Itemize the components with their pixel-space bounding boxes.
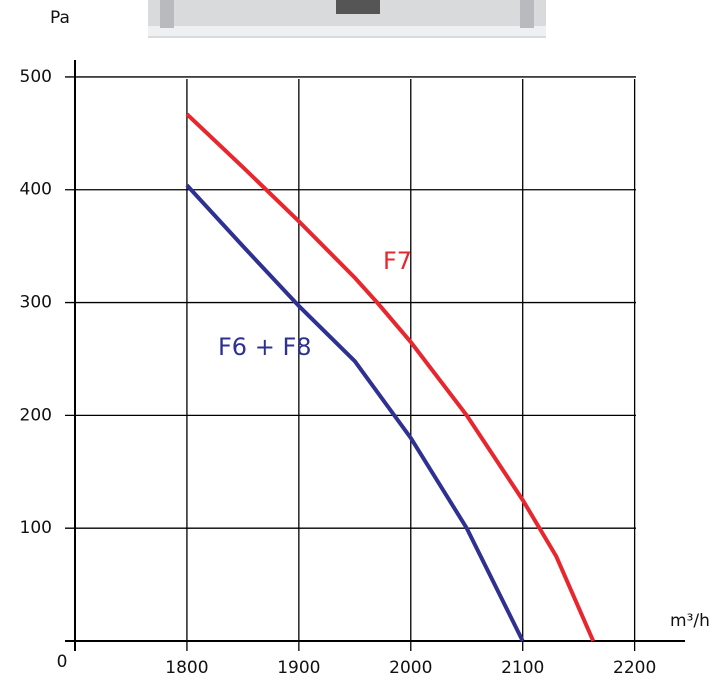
y-tick-label: 200 — [20, 405, 52, 425]
x-tick-label: 1900 — [277, 658, 320, 678]
y-tick-label: 100 — [20, 518, 52, 538]
origin-label: 0 — [57, 652, 68, 672]
x-axis-label: m³/h — [670, 611, 710, 631]
line — [185, 183, 525, 642]
series-label: F7 — [383, 247, 412, 275]
y-tick-label: 400 — [20, 180, 52, 200]
y-tick-label: 300 — [20, 293, 52, 313]
series-label: F6 + F8 — [218, 333, 312, 361]
photo-fragment — [148, 0, 546, 38]
y-axis-label: Pa — [50, 8, 70, 28]
line — [185, 112, 596, 642]
x-tick-label: 2100 — [501, 658, 544, 678]
y-tick-label: 500 — [20, 67, 52, 87]
x-tick-label: 2200 — [613, 658, 656, 678]
x-tick-label: 2000 — [389, 658, 432, 678]
x-tick-label: 1800 — [165, 658, 208, 678]
